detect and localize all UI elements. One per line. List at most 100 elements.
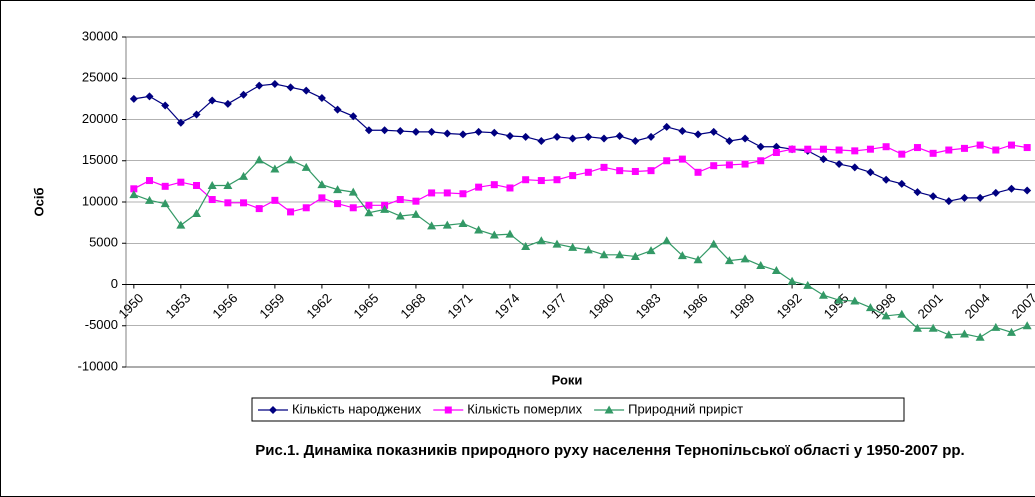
point [929,192,938,201]
point [882,175,891,184]
point [992,146,1000,154]
point [600,134,609,143]
point [772,149,780,156]
point [677,251,687,260]
point [223,99,232,108]
point [819,155,828,164]
point [396,127,405,136]
point [583,245,593,254]
point [349,112,358,121]
point [552,132,561,141]
point [365,201,373,209]
y-tick-label: 15000 [82,152,118,167]
legend-box [251,397,905,422]
point [255,81,264,90]
point [960,144,968,152]
point [254,155,264,164]
point [1023,144,1031,152]
point [506,184,514,192]
point [710,162,718,170]
point [913,144,921,152]
point [442,220,452,229]
series-line [133,83,1028,202]
point [427,127,436,136]
point [521,132,530,141]
point [647,167,655,175]
point [287,208,295,216]
legend-label: Кількість померлих [467,401,582,416]
point [160,199,170,208]
legend-label: Природний приріст [628,401,743,416]
plot-area: -10000 -5000 0 5000 10000 15000 20000 25000 3000… [78,28,1035,373]
point [286,83,295,92]
point [866,168,875,177]
point [161,101,170,110]
point [662,236,672,245]
legend-label: Кількість народжених [292,401,422,416]
point [991,188,1000,197]
point [458,130,467,139]
point [411,209,421,218]
point [944,330,954,339]
point [944,197,953,206]
point [380,126,389,135]
point [850,163,859,172]
point [537,136,546,145]
point [240,199,248,207]
point [521,242,531,251]
point [459,190,467,198]
point [929,149,937,157]
point [489,230,499,239]
point [756,261,766,270]
chart-title: Рис.1. Динаміка показників природного ру… [255,442,965,459]
point [239,171,249,180]
point [694,130,703,139]
point [584,168,592,176]
y-tick-label: 20000 [82,111,118,126]
point [412,197,420,205]
point [411,127,420,136]
point [615,132,624,140]
legend-marker [604,405,614,414]
x-axis-title: Роки [552,372,583,387]
point [1006,327,1016,336]
point [709,127,718,136]
point [537,177,545,185]
point [975,332,985,341]
point [505,132,514,140]
point [192,110,201,119]
point [208,196,216,204]
point [380,204,390,213]
point [725,136,734,145]
point [630,251,640,260]
point [145,92,154,101]
point [223,181,233,189]
point [568,242,578,251]
y-tick-label: 30000 [82,28,118,43]
point [599,250,609,259]
point [1022,321,1032,330]
legend: Кількість народжених Кількість померлих Пр… [258,401,743,416]
point [959,329,969,338]
point [647,132,656,141]
y-tick-label: 10000 [82,193,118,208]
point [536,236,546,245]
y-tick-label: -5000 [85,317,118,332]
point [334,200,342,208]
point [835,146,843,154]
point [834,295,844,304]
point [270,164,280,173]
point [161,182,169,190]
point [898,150,906,158]
point [364,126,373,135]
point [803,280,813,289]
point [913,188,922,197]
point [348,187,358,196]
point [145,195,155,204]
point [490,128,499,137]
point [474,127,483,136]
point [176,220,186,229]
y-tick-label: 0 [111,276,118,291]
point [678,127,687,136]
